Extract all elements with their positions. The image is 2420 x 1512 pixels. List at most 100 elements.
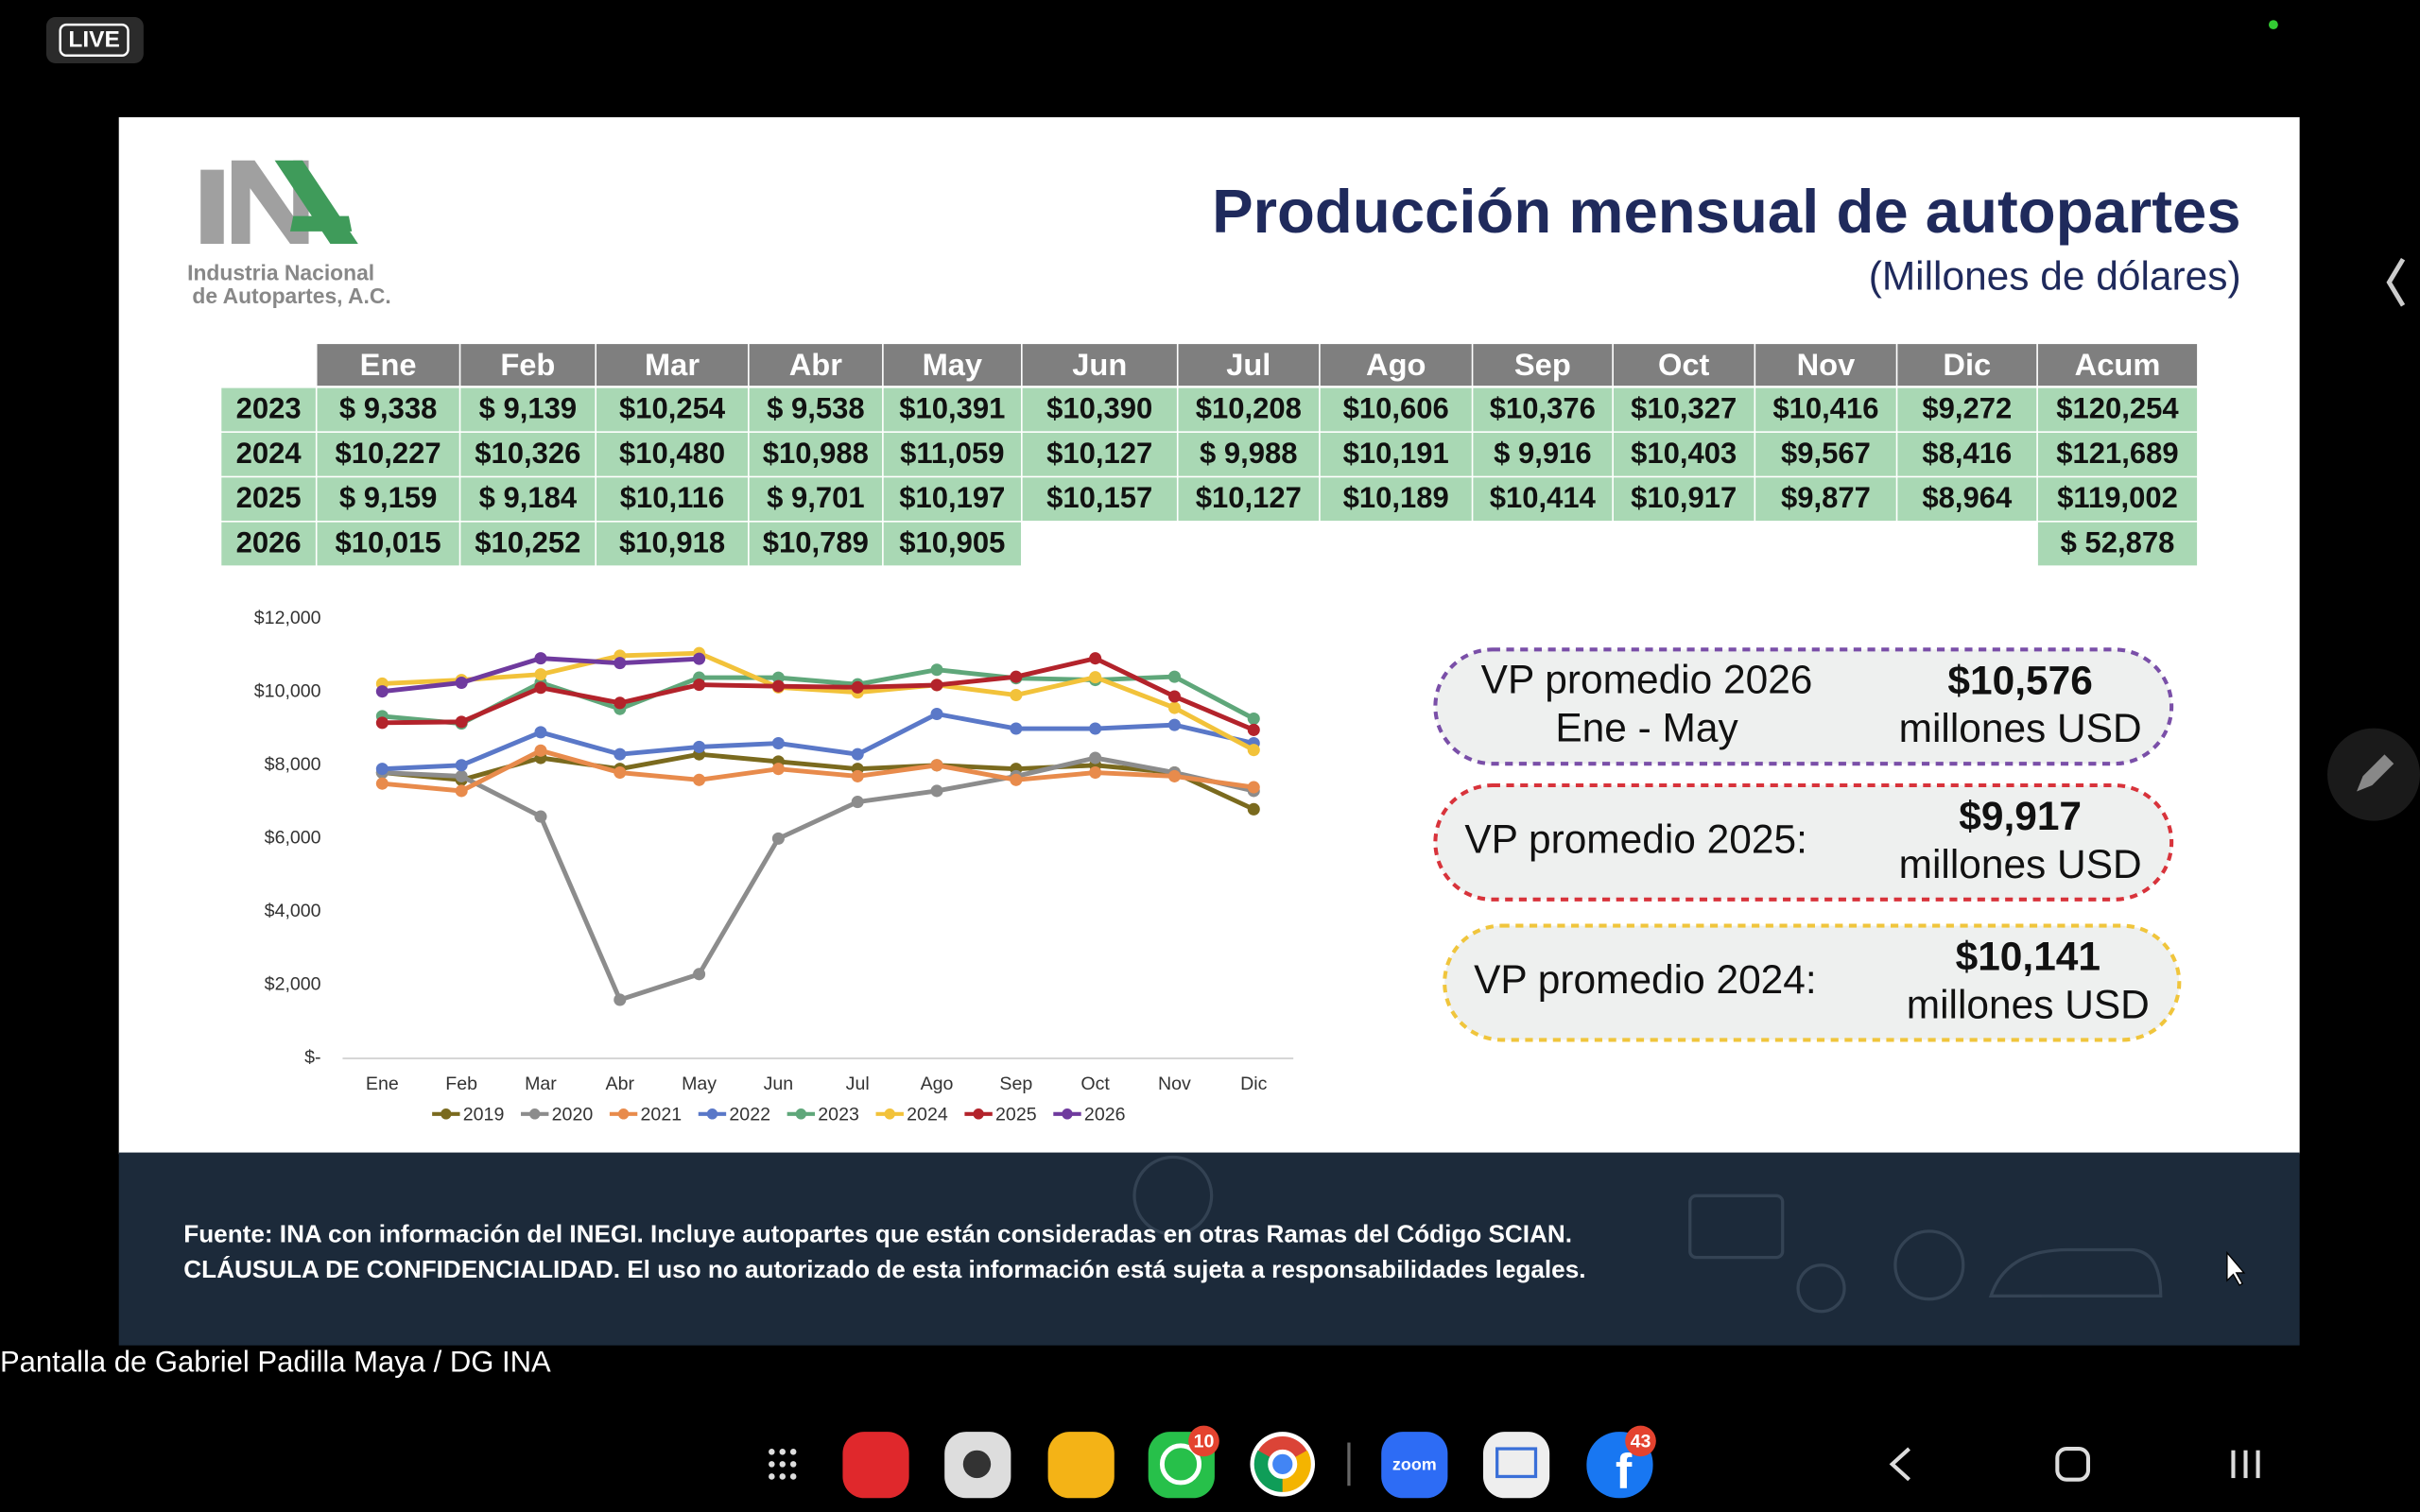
line-chart: $- $2,000 $4,000 $6,000 $8,000 $10,000 $12,000… (254, 608, 1294, 1125)
month-value: $10,918 (619, 526, 725, 559)
app-mail[interactable] (1482, 1432, 1550, 1499)
point (534, 668, 547, 681)
screen-share-label: Pantalla de Gabriel Padilla Maya / DG IN… (0, 1345, 551, 1378)
side-panel-toggle[interactable] (2386, 258, 2406, 307)
month-value: $10,157 (1046, 481, 1152, 514)
header-cell (749, 344, 883, 387)
y-tick-label: $8,000 (265, 754, 321, 775)
apps-grid[interactable] (769, 1449, 797, 1480)
point (693, 773, 706, 786)
column-header: Ago (1366, 347, 1426, 382)
point (1247, 712, 1260, 726)
legend-label: 2021 (641, 1105, 683, 1125)
table-cell (2037, 387, 2198, 432)
table-cell (1613, 432, 1754, 476)
legend-label: 2025 (995, 1105, 1037, 1125)
table-cell (317, 432, 459, 476)
footer-decoration (1132, 1155, 2163, 1314)
x-tick-label: Dic (1240, 1074, 1267, 1094)
table-cell (1320, 387, 1472, 432)
month-value: $10,227 (336, 437, 441, 470)
table-cell (1320, 477, 1472, 522)
nav-back[interactable] (1889, 1447, 1910, 1482)
point (534, 810, 547, 823)
header-cell (1613, 344, 1754, 387)
month-value: $10,416 (1772, 391, 1878, 424)
table-cell (1473, 432, 1613, 476)
month-value: $ 9,538 (767, 391, 864, 424)
legend-label: 2024 (907, 1105, 948, 1125)
table-cell (1755, 477, 1896, 522)
table-cell (596, 387, 749, 432)
header-cell (2037, 344, 2198, 387)
live-frame (59, 23, 130, 57)
logo-line: Industria Nacional (187, 261, 374, 285)
nav-recents[interactable] (2231, 1450, 2260, 1479)
table-cell (1178, 477, 1320, 522)
point (455, 784, 468, 798)
column-header: Ene (360, 347, 417, 382)
row-header: 2024 (236, 437, 302, 470)
legend-marker (617, 1108, 630, 1120)
legend-label: 2026 (1084, 1105, 1126, 1125)
table-cell (883, 477, 1021, 522)
table-cell (749, 432, 883, 476)
month-value: $10,208 (1196, 391, 1302, 424)
point (1089, 722, 1102, 735)
month-value: $8,416 (1922, 437, 2012, 470)
x-tick-label: Jun (764, 1074, 794, 1094)
point (455, 769, 468, 782)
table-cell (1022, 432, 1177, 476)
callout-label: VP promedio 2025: (1464, 817, 1807, 862)
table-cell (1755, 432, 1896, 476)
table-cell (596, 477, 749, 522)
status-dot (2269, 20, 2278, 30)
series-line (382, 747, 1254, 794)
point (771, 679, 785, 693)
row-header: 2023 (236, 391, 302, 424)
y-tick-label: $6,000 (265, 828, 321, 849)
series-line (382, 656, 1255, 732)
column-header: Jun (1072, 347, 1127, 382)
month-value: $ 9,916 (1494, 437, 1591, 470)
legend-label: 2019 (463, 1105, 505, 1125)
row-header: 2025 (236, 481, 302, 514)
point (693, 652, 706, 665)
table-cell (883, 522, 1021, 566)
point (771, 763, 785, 776)
callout-unit: millones USD (1899, 842, 2142, 886)
acum-value: $121,689 (2056, 437, 2178, 470)
point (375, 685, 389, 698)
badge-count: 10 (1194, 1432, 1215, 1452)
point (1167, 670, 1181, 683)
column-header: Jul (1226, 347, 1270, 382)
nav-home[interactable] (2055, 1447, 2091, 1482)
badge (1188, 1425, 1219, 1457)
live-text: LIVE (68, 27, 119, 53)
app-notes[interactable] (842, 1432, 909, 1499)
legend-marker (1062, 1108, 1073, 1120)
month-value: $10,189 (1343, 481, 1449, 514)
y-tick-label: $12,000 (254, 608, 321, 628)
footer-band (118, 1152, 2300, 1346)
series-line (382, 650, 1255, 752)
table-cell (460, 522, 596, 566)
point (930, 679, 943, 692)
point (1167, 701, 1181, 714)
table-cell (221, 477, 316, 522)
column-header: Dic (1943, 347, 1991, 382)
month-value: $10,127 (1196, 481, 1302, 514)
header-cell (1755, 344, 1896, 387)
column-header: Feb (500, 347, 555, 382)
month-value: $ 9,159 (339, 481, 437, 514)
table-cell (221, 387, 316, 432)
app-files[interactable] (1047, 1432, 1115, 1499)
x-tick-label: Oct (1080, 1074, 1110, 1094)
point (851, 796, 864, 809)
table-cell (2037, 522, 2198, 566)
legend-label: 2022 (729, 1105, 770, 1125)
app-zoom[interactable] (1381, 1432, 1448, 1499)
column-header: Sep (1514, 347, 1571, 382)
point (455, 676, 468, 690)
table-cell (2037, 432, 2198, 476)
